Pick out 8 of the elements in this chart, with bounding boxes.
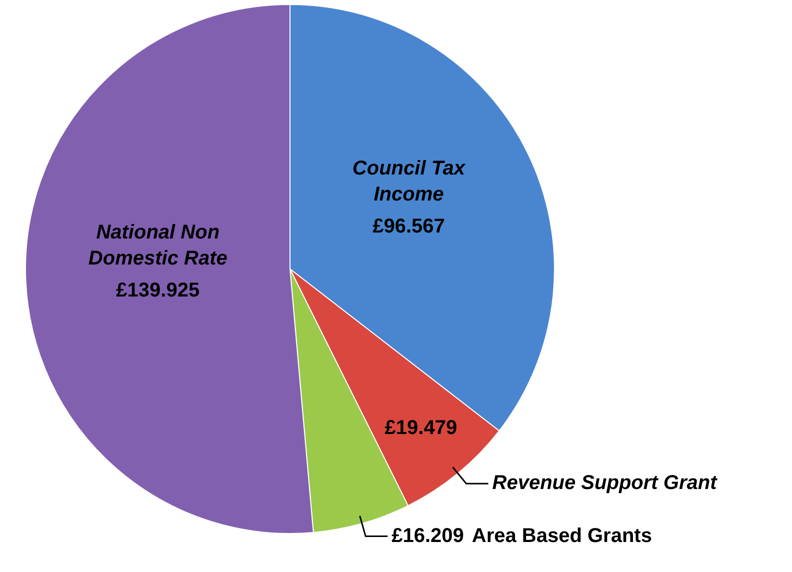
slice-label: National Non Domestic Rate xyxy=(88,221,228,270)
data-label: £96.567 xyxy=(372,215,445,238)
data-label: £19.479 xyxy=(384,416,458,439)
slice-label: Area Based Grants xyxy=(472,524,652,547)
slice-label: Revenue Support Grant xyxy=(492,472,718,494)
slice-label: Council Tax Income xyxy=(352,157,466,206)
data-label: £139.925 xyxy=(116,279,200,302)
data-label: £16.209 xyxy=(392,524,464,547)
